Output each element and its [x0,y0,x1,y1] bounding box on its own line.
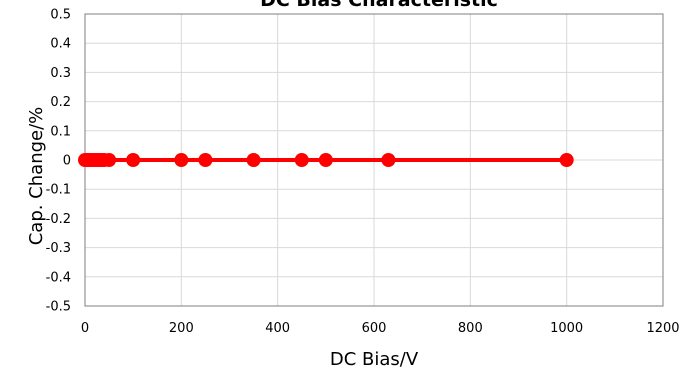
y-tick-label: -0.5 [46,300,71,315]
x-tick-label: 600 [362,321,387,336]
data-point [126,153,141,167]
y-tick-label: -0.3 [46,241,71,256]
x-tick-label: 0 [81,321,89,336]
data-point [198,153,213,167]
data-point [318,153,333,167]
y-tick-labels: 0.5 0.4 0.3 0.2 0.1 0 -0.1 -0.2 -0.3 -0.4 -0.5 [46,8,71,315]
data-point [174,153,189,167]
y-tick-label: 0.3 [50,66,71,81]
data-point [102,153,117,167]
y-axis-label: Cap. Change/% [26,107,47,246]
y-tick-label: -0.4 [46,270,71,285]
y-tick-label: 0.4 [50,37,71,52]
y-tick-label: -0.2 [46,212,71,227]
data-point [381,153,396,167]
series-layer [78,153,574,167]
data-point [294,153,309,167]
x-tick-label: 800 [458,321,483,336]
chart-title: DC Bias Characteristic [260,0,498,11]
x-tick-label: 400 [265,321,290,336]
y-tick-label: 0 [63,154,71,169]
y-tick-label: 0.1 [50,124,71,139]
x-tick-label: 1200 [646,321,679,336]
y-tick-label: -0.1 [46,183,71,198]
data-point [246,153,261,167]
x-tick-label: 200 [169,321,194,336]
y-tick-label: 0.5 [50,8,71,23]
y-tick-label: 0.2 [50,95,71,110]
x-tick-label: 1000 [550,321,583,336]
x-axis-label: DC Bias/V [330,349,419,369]
x-tick-labels: 0 200 400 600 800 1000 1200 [81,321,680,336]
data-point [559,153,574,167]
